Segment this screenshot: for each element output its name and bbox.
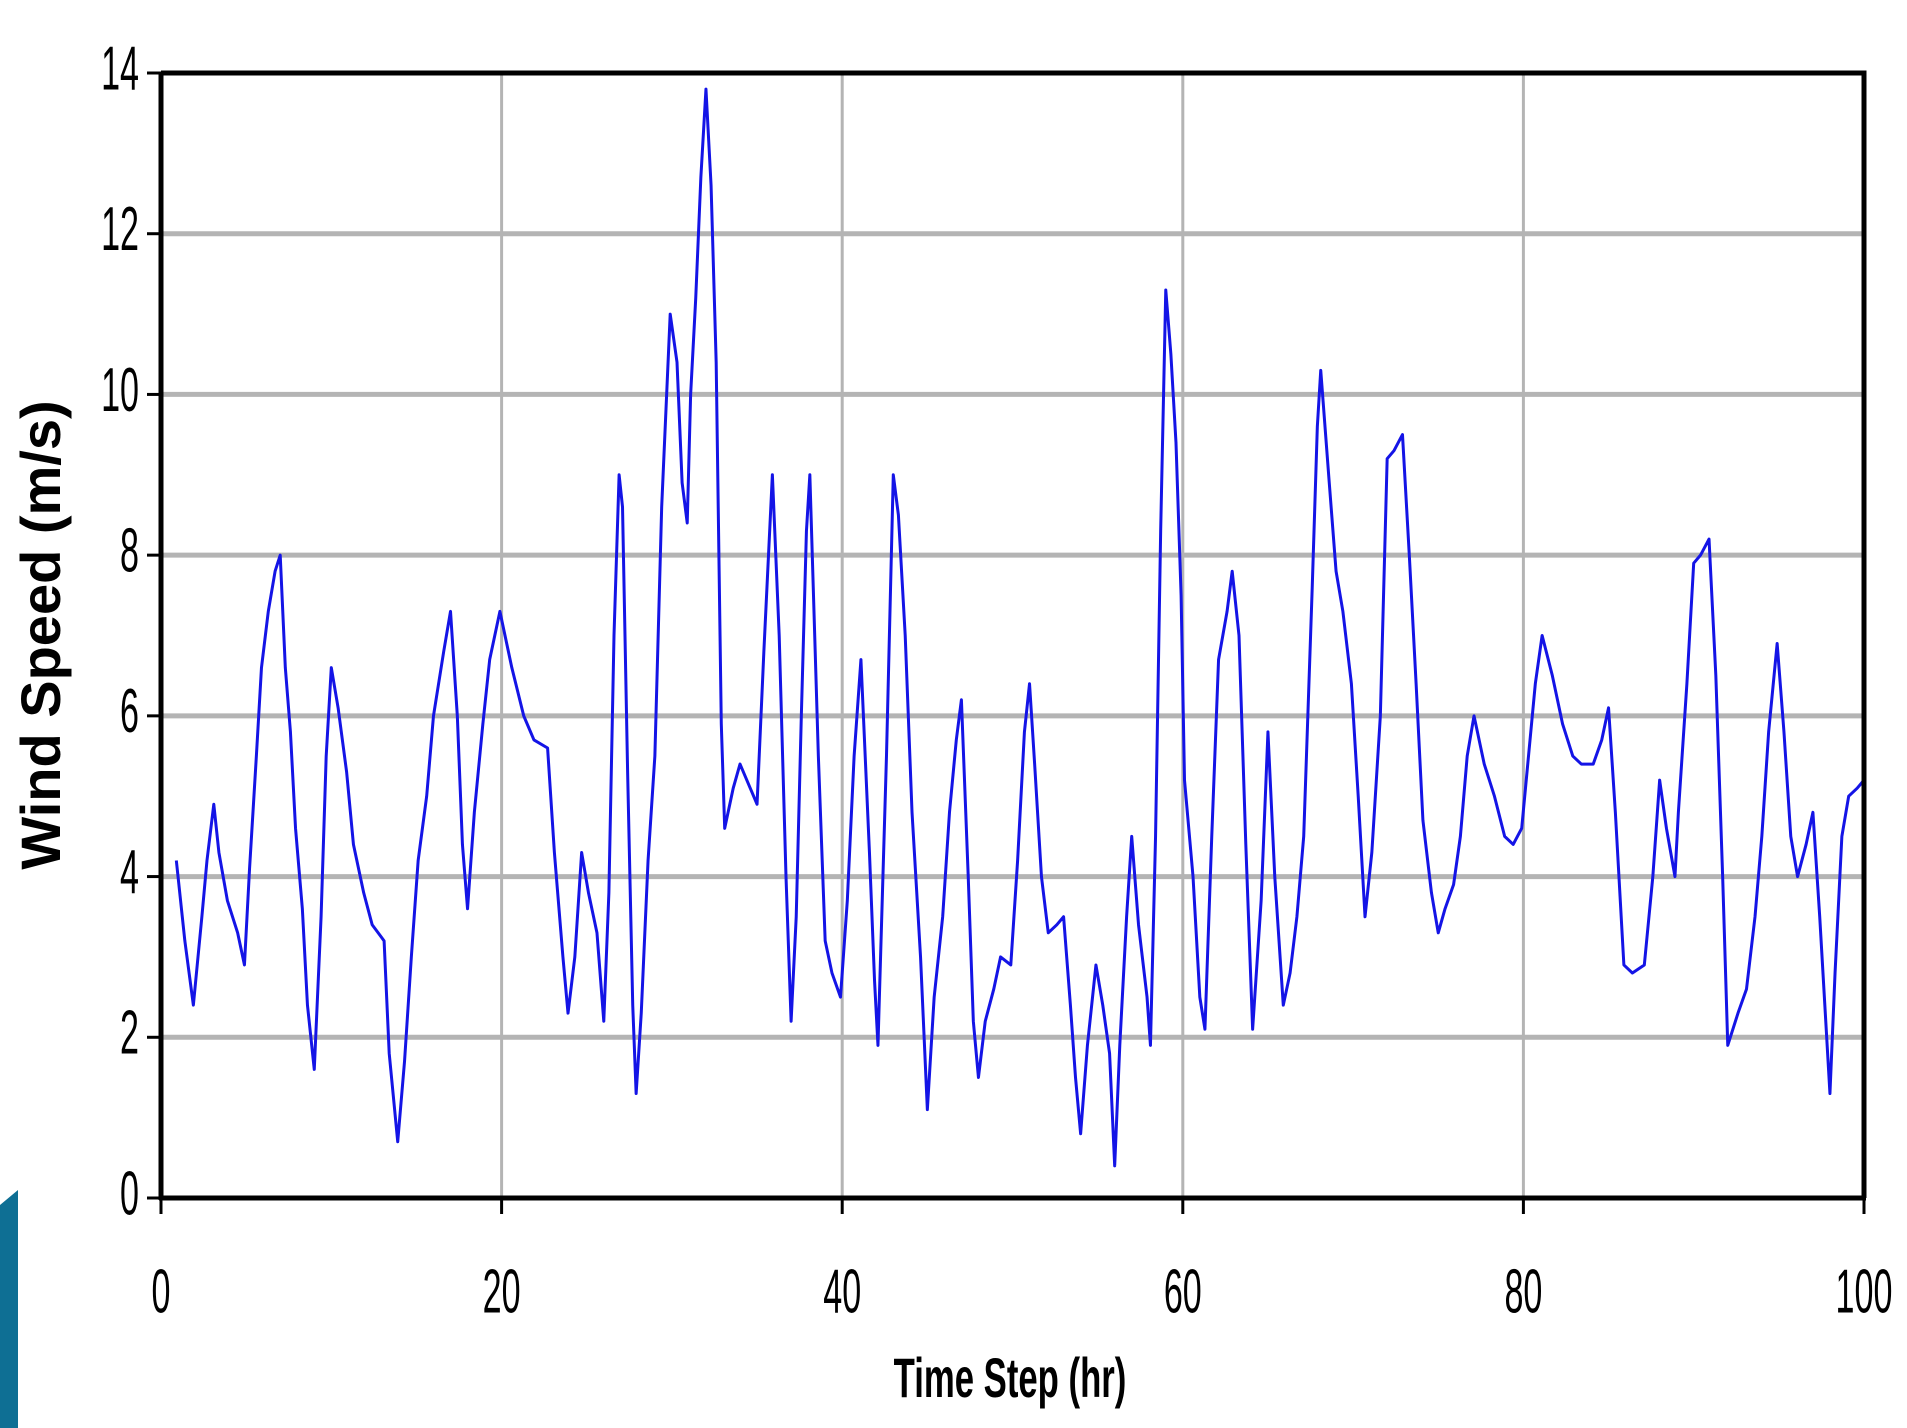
x-tick-label: 80 — [1504, 1257, 1542, 1326]
slide-decoration — [0, 1190, 18, 1428]
plot — [174, 87, 1866, 1168]
y-tick-label: 2 — [120, 998, 139, 1067]
grid — [159, 70, 1866, 1201]
data-line — [174, 87, 1866, 1168]
y-tick-label: 14 — [101, 34, 139, 103]
y-axis-label: Wind Speed (m/s) — [9, 400, 72, 869]
x-tick-label: 40 — [823, 1257, 861, 1326]
y-tick-label: 10 — [101, 355, 139, 424]
x-axis-label: Time Step (hr) — [894, 1346, 1127, 1409]
axes: 0 2 4 6 8 10 12 14 0 20 40 60 80 100 — [101, 34, 1892, 1326]
x-tick-label: 100 — [1836, 1257, 1893, 1326]
y-tick-label: 4 — [120, 837, 139, 906]
x-tick-label: 0 — [152, 1257, 171, 1326]
plot-frame — [158, 70, 1867, 1200]
y-tick-label: 6 — [120, 676, 139, 745]
y-tick-label: 12 — [101, 194, 139, 263]
y-tick-label: 8 — [120, 516, 139, 585]
y-tick-label: 0 — [120, 1159, 139, 1228]
x-tick-label: 60 — [1164, 1257, 1202, 1326]
x-tick-label: 20 — [483, 1257, 521, 1326]
